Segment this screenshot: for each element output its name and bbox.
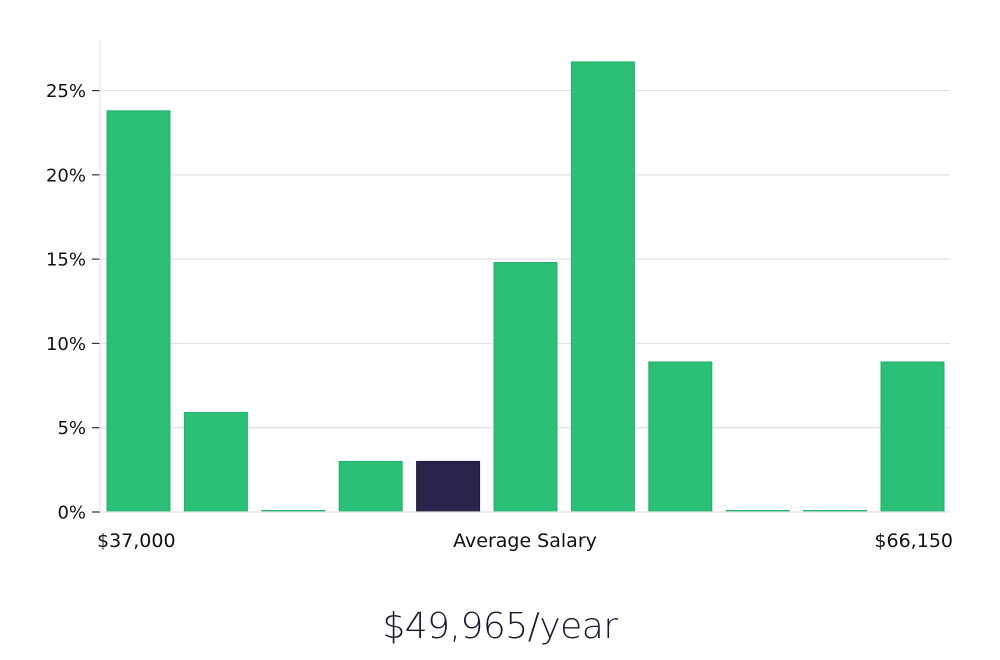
x-axis-title: Average Salary — [453, 530, 597, 552]
bars — [106, 61, 945, 513]
x-min-label: $37,000 — [97, 530, 176, 552]
y-tick-label: 5% — [57, 418, 86, 439]
y-tick-label: 10% — [46, 334, 86, 355]
y-tick-label: 25% — [46, 81, 86, 102]
y-tick-label: 20% — [46, 165, 86, 186]
histogram-bar — [106, 110, 171, 513]
histogram-bar — [493, 262, 558, 513]
y-axis-ticks: 0% 5% 10% 15% 20% 25% — [46, 81, 100, 524]
x-max-label: $66,150 — [874, 530, 953, 552]
average-salary-value: $49,965/year — [382, 606, 618, 647]
salary-histogram: 0%5%10%15%20%25% $37,000 Average Salary … — [46, 40, 953, 552]
y-tick-label: 0% — [57, 503, 86, 524]
y-tick-label: 15% — [46, 250, 86, 271]
histogram-bar — [570, 61, 635, 513]
histogram-bar — [648, 361, 713, 513]
grid-lines — [100, 89, 950, 429]
histogram-bar-highlight — [416, 460, 481, 513]
histogram-bar — [183, 412, 248, 513]
histogram-bar — [880, 361, 945, 513]
histogram-bar — [338, 460, 403, 513]
